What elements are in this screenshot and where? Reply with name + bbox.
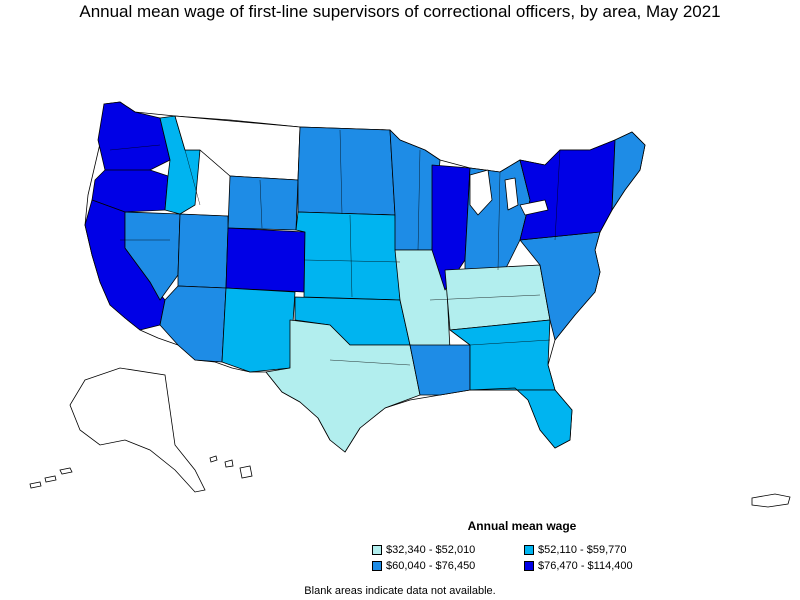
legend-item-2: $52,110 - $59,770: [524, 544, 626, 556]
region-mid-atlantic: [519, 139, 616, 241]
legend-title: Annual mean wage: [467, 519, 577, 533]
region-oregon: [91, 169, 169, 213]
region-louisiana-mississippi: [409, 344, 471, 396]
hawaii: [209, 455, 253, 479]
legend-item-3: $60,040 - $76,450: [372, 560, 475, 572]
alaska: [29, 367, 206, 493]
region-arizona: [159, 285, 227, 363]
region-texas: [265, 319, 421, 453]
region-kentucky-tennessee: [444, 264, 551, 331]
legend-item-1: $32,340 - $52,010: [372, 544, 475, 556]
contiguous-us: [84, 101, 646, 453]
puerto-rico: [751, 493, 791, 508]
legend-label-1: $32,340 - $52,010: [386, 544, 476, 556]
region-new-mexico: [221, 287, 296, 373]
region-carolinas-virginia: [519, 231, 601, 341]
region-new-england: [611, 131, 646, 211]
region-wyoming: [227, 175, 299, 231]
region-utah: [177, 213, 229, 289]
region-colorado: [225, 227, 306, 293]
area-borders: [109, 129, 561, 366]
region-nebraska-kansas: [295, 211, 401, 301]
legend-label-3: $60,040 - $76,450: [386, 560, 476, 572]
blank-areas-note: Blank areas indicate data not available.: [304, 585, 496, 597]
region-dakotas: [297, 126, 396, 216]
legend-swatch-3: [372, 561, 382, 571]
legend-item-4: $76,470 - $114,400: [524, 560, 633, 572]
legend-label-4: $76,470 - $114,400: [538, 560, 633, 572]
legend-swatch-2: [524, 545, 534, 555]
map-title: Annual mean wage of first-line superviso…: [79, 2, 721, 21]
great-lakes: [469, 169, 549, 216]
legend-swatch-4: [524, 561, 534, 571]
region-florida: [469, 387, 573, 449]
legend-swatch-1: [372, 545, 382, 555]
alaska-islands: [29, 467, 73, 489]
legend-label-2: $52,110 - $59,770: [538, 544, 627, 556]
alaska-outline: [69, 367, 206, 493]
region-pacific-northwest: [97, 101, 171, 179]
